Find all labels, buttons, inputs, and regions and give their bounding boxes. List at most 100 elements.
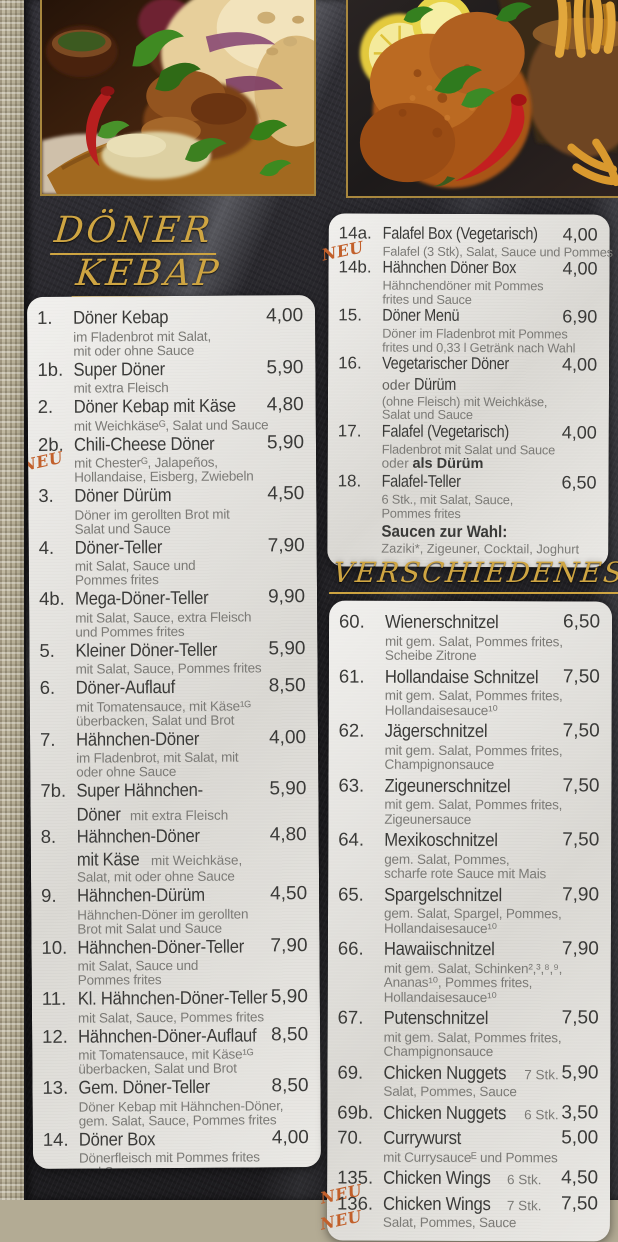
item-text: Chicken Wings 7 Stk. Salat, Pommes, Sauc… [383,1192,548,1231]
item-price: 5,00 [561,1127,599,1149]
item-price: 4,00 [561,422,597,443]
doner-menu-panel: 1. Döner Kebap im Fladenbrot mit Salat, … [26,295,322,1169]
menu-item-row: NEU 2b. Chili-Cheese Döner mit Chesterᴳ,… [27,432,304,485]
item-name: Chicken Wings [382,1192,491,1214]
item-number: 17. [337,421,362,441]
menu-item-row: 7. Hähnchen-Döner im Fladenbrot, mit Sal… [40,727,306,780]
section-heading-verschiedenes: VERSCHIEDENES [329,556,618,594]
item-number: 8. [40,825,57,847]
item-price: 4,50 [270,883,308,905]
item-name2-note: mit extra Fleisch [129,807,229,823]
menu-item-row: 67. Putenschnitzel mit gem. Salat, Pomme… [338,1007,599,1060]
item-description: mit Salat, Sauce und Pommes frites [74,557,196,588]
menu-item-row: 70. Currywurst mit Currysauceᴱ und Pomme… [337,1127,598,1166]
item-text: Döner Kebap mit Käse mit Weichkäseᴳ, Sal… [73,394,269,434]
doner-kebab-photo [40,0,316,196]
item-price: 7,50 [562,720,600,742]
item-description: (ohne Fleisch) mit Weichkäse, Salat und … [381,393,548,423]
new-badge: NEU [318,1205,364,1234]
item-price: 7,90 [270,934,308,956]
menu-item-row: 12. Hähnchen-Döner-Auflauf mit Tomatensa… [42,1024,308,1077]
item-name: Zigeunerschnitzel [384,774,511,796]
menu-item-row: 60. Wienerschnitzel mit gem. Salat, Pomm… [339,611,600,664]
item-price: 6,50 [563,611,601,633]
item-number: 5. [39,639,55,661]
menu-item-row: 1. Döner Kebap im Fladenbrot mit Salat, … [37,305,303,358]
item-description: mit Chesterᴳ, Jalapeños, Hollandaise, Ei… [74,454,254,485]
item-name: Hawaiischnitzel [383,937,495,960]
item-description: mit Tomatensauce, mit Käse¹ᴳ überbacken,… [78,1046,254,1077]
item-price: 7,50 [562,665,600,687]
item-number: 7. [39,728,56,750]
item-number: 69b. [337,1101,374,1123]
item-price: 8,50 [268,675,306,697]
doner-photo-art [42,0,314,194]
item-name: Chicken Wings [383,1166,491,1189]
item-text: Hähnchen-Döner im Fladenbrot, mit Salat,… [75,727,256,779]
item-name: Falafel (Vegetarisch) [381,421,510,442]
item-number: 10. [41,936,68,958]
item-description: mit gem. Salat, Pommes frites, Scheibe Z… [384,633,563,664]
item-number: 11. [41,987,67,1009]
item-description: Fladenbrot mit Salat und Sauce [381,441,556,458]
menu-item-row: 16. Vegetarischer Döner oder Dürüm (ohne… [338,353,597,422]
item-name: Vegetarischer Döner [382,353,510,374]
item-number: 65. [338,883,364,905]
item-name: Mexikoschnitzel [384,828,498,851]
item-number: 12. [42,1025,68,1047]
item-description: mit gem. Salat, Pommes frites, Zigeuners… [384,796,563,827]
item-description: 6 Stk., mit Salat, Sauce, Pommes frites [381,491,514,521]
item-description: Salat, Pommes, Sauce [382,1214,517,1231]
menu-item-row: 14. Döner Box Dönerfleisch mit Pommes fr… [43,1127,309,1169]
item-text: Döner-Auflauf mit Tomatensauce, mit Käse… [76,675,256,728]
item-text: Döner Box Dönerfleisch mit Pommes frites… [79,1127,260,1169]
item-name: Hähnchen-Döner [75,727,200,750]
schnitzel-photo [346,0,618,198]
item-name: Gem. Döner-Teller [78,1075,210,1098]
new-badge: NEU [26,447,65,475]
item-number: 18. [337,471,362,491]
item-name: Döner Kebap [73,306,169,328]
item-text: Currywurst mit Currysauceᴱ und Pommes [383,1127,557,1166]
menu-item-row: 9. Hähnchen-Dürüm Hähnchen-Döner im gero… [41,883,307,936]
item-text: Döner Dürüm Döner im gerollten Brot mit … [74,483,254,536]
item-text: Vegetarischer Döner oder Dürüm (ohne Fle… [382,354,553,423]
menu-item-row: NEU 14a. Falafel Box (Vegetarisch) Falaf… [320,223,613,264]
menu-item-row: 7b. Super Hähnchen- Döner mit extra Flei… [40,778,306,825]
menu-item-row: NEU 136. Chicken Wings 7 Stk. Salat, Pom… [318,1192,599,1233]
item-name: Kl. Hähnchen-Döner-Teller [77,986,268,1009]
item-number: 69. [337,1061,364,1083]
item-price: 7,90 [562,883,600,905]
item-number: 67. [337,1006,364,1028]
item-text: Döner Menü Döner im Fladenbrot mit Pomme… [382,306,575,355]
item-number: 3. [38,484,54,506]
item-text: Mexikoschnitzel gem. Salat, Pommes, scha… [384,829,549,882]
menu-item-row: 61. Hollandaise Schnitzel mit gem. Salat… [339,665,600,718]
item-price: 4,00 [268,726,307,748]
menu-item-row: 13. Gem. Döner-Teller Döner Kebap mit Hä… [42,1075,308,1128]
item-price: 5,90 [561,1061,599,1083]
heading-doner-line1: DÖNER [50,210,221,255]
item-description: mit Salat, Sauce, Pommes frites [77,1008,264,1026]
item-text: Jägerschnitzel mit gem. Salat, Pommes fr… [384,720,563,773]
item-number: 64. [338,828,365,850]
item-description: Salat, Pommes, Sauce [383,1083,517,1100]
item-text: Hähnchen-Döner mit Käse mit Weichkäse, S… [77,824,257,884]
item-price: 7,50 [560,1192,599,1214]
doner-item-list: 1. Döner Kebap im Fladenbrot mit Salat, … [27,305,309,1169]
item-description: Hähnchendöner mit Pommes frites und Sauc… [382,278,544,307]
item-name: Chicken Nuggets [383,1101,507,1123]
item-description: mit gem. Salat, Pommes frites, Champigno… [384,742,563,773]
item-description: mit Weichkäseᴳ, Salat und Sauce [73,416,269,434]
item-name: Chili-Cheese Döner [73,432,215,455]
item-number: 62. [338,719,365,741]
verschiedenes-item-list: 60. Wienerschnitzel mit gem. Salat, Pomm… [318,611,600,1234]
item-description: gem. Salat, Pommes, scharfe rote Sauce m… [384,851,547,882]
item-name: Hähnchen-Döner-Auflauf [78,1023,257,1047]
menu-item-row: 18. Falafel-Teller 6 Stk., mit Salat, Sa… [337,471,597,521]
menu-item-row: 4b. Mega-Döner-Teller mit Salat, Sauce, … [39,586,305,639]
menu-item-row: 17. Falafel (Vegetarisch) Fladenbrot mit… [338,421,597,473]
item-description: mit Salat, Sauce, Pommes frites [75,660,262,677]
item-number: 15. [338,305,363,325]
item-number: 1. [37,306,53,328]
